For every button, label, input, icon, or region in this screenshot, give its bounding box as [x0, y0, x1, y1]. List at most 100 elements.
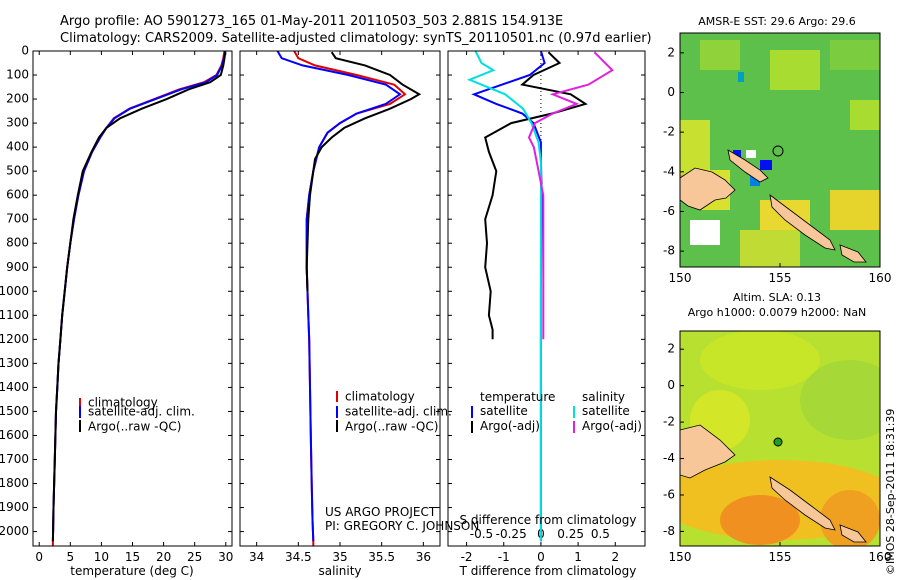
new-britain-land	[769, 476, 836, 531]
sst-missing	[690, 220, 720, 245]
temperature-legend: climatology satellite-adj. clim. Argo(..…	[79, 396, 195, 434]
series-line-s-argo-adj-	[527, 51, 614, 340]
map-x-tick-label: 155	[769, 550, 792, 564]
x-tick-label: 35	[332, 550, 347, 564]
y-tick-label: 900	[6, 260, 29, 274]
map-x-tick-label: 160	[869, 271, 892, 285]
map-y-tick-label: 0	[667, 85, 675, 99]
sla-warm-patch	[820, 490, 880, 546]
argo-position-marker	[772, 145, 784, 157]
sst-patch	[760, 160, 772, 170]
sst-patch	[850, 100, 880, 130]
sla-patch	[700, 331, 820, 390]
x-tick-label: 36	[416, 550, 431, 564]
sla-patch	[800, 360, 880, 440]
x-tick-label: 1	[574, 550, 582, 564]
sla-warm-patch	[720, 495, 800, 545]
x-tick-label: 5	[66, 550, 74, 564]
sst-patch	[700, 40, 740, 70]
series-line-s-satellite	[466, 51, 542, 542]
new-britain-land	[769, 194, 836, 251]
y-tick-label: 600	[6, 188, 29, 202]
sla-map-field	[680, 331, 880, 546]
new-guinea-land	[680, 424, 736, 479]
map-x-tick-label: 155	[769, 271, 792, 285]
sla-map-title1: Altim. SLA: 0.13	[733, 291, 821, 304]
salinity-panel: 34 34.5 35 35.5 36 salinity climatology sate…	[239, 50, 479, 578]
salinity-legend: climatology satellite-adj. clim. Argo(..…	[336, 390, 452, 434]
argo-position-marker	[773, 437, 783, 447]
legend-argo-label: Argo(..raw -QC)	[88, 420, 181, 434]
legend-sat-label: satellite-adj. clim.	[345, 405, 452, 419]
sst-map: AMSR-E SST: 29.6 Argo: 29.6	[663, 15, 891, 285]
sst-map-title: AMSR-E SST: 29.6 Argo: 29.6	[698, 15, 856, 28]
map-y-tick-label: -2	[663, 415, 675, 429]
x-tick-label: -1	[498, 550, 510, 564]
map-y-tick-label: -6	[663, 204, 675, 218]
legend-tsat-label: satellite	[480, 404, 528, 418]
s-tick-label: -0.25	[496, 527, 527, 541]
y-tick-label: 500	[6, 164, 29, 178]
x-tick-label: -2	[461, 550, 473, 564]
x-tick-label: 10	[94, 550, 109, 564]
difference-panel: -2 -1 0 1 2-0.5 -0.25 0 0.25 0.5 S difference fr…	[447, 50, 646, 578]
map-y-tick-label: 0	[667, 378, 675, 392]
x-tick-label: 34	[249, 550, 264, 564]
map-y-tick-label: -2	[663, 125, 675, 139]
series-line-t-argo-adj-	[484, 51, 588, 340]
temperature-xlabel: temperature (deg C)	[70, 564, 193, 578]
y-tick-label: 200	[6, 92, 29, 106]
header-line2: Climatology: CARS2009. Satellite-adjuste…	[60, 31, 652, 46]
series-group	[276, 51, 422, 546]
s-tick-label: 0.25	[557, 527, 584, 541]
map-y-tick-label: -8	[663, 524, 675, 538]
x-tick-label: 30	[218, 550, 233, 564]
sst-patch	[770, 50, 820, 90]
y-tick-label: 400	[6, 140, 29, 154]
y-tick-label: 1400	[0, 380, 29, 394]
pi-label: PI: GREGORY C. JOHNSON	[325, 519, 479, 533]
map-y-tick-label: 2	[667, 45, 675, 59]
series-line-satellite-adj-clim-	[276, 51, 402, 542]
temperature-frame	[32, 50, 233, 547]
new-ireland-land	[727, 149, 769, 183]
new-guinea-land	[680, 167, 736, 211]
x-tick-label: 35.5	[368, 550, 395, 564]
legend-targo-label: Argo(-adj)	[480, 419, 540, 433]
salinity-frame	[239, 50, 441, 547]
map-x-tick-label: 150	[669, 271, 692, 285]
difference-legend: temperature salinity satellite Argo(-adj…	[471, 390, 642, 433]
y-tick-label: 1600	[0, 428, 29, 442]
series-group	[51, 51, 227, 546]
y-tick-label: 1300	[0, 356, 29, 370]
y-tick-label: 300	[6, 116, 29, 130]
series-group	[466, 51, 614, 542]
x-tick-label: 25	[187, 550, 202, 564]
map-y-tick-label: -8	[663, 244, 675, 258]
bougainville-land	[839, 244, 867, 263]
y-tick-label: 1200	[0, 332, 29, 346]
difference-xlabel-top: S difference from climatology	[460, 513, 637, 527]
s-tick-label: -0.5	[470, 527, 493, 541]
difference-frame	[447, 50, 646, 547]
sla-map-title2: Argo h1000: 0.0079 h2000: NaN	[688, 306, 867, 319]
header-line1: Argo profile: AO 5901273_165 01-May-2011…	[60, 14, 563, 29]
map-y-tick-label: 2	[667, 342, 675, 356]
y-tick-label: 100	[6, 68, 29, 82]
s-tick-label: 0.5	[591, 527, 610, 541]
x-tick-label: 34.5	[285, 550, 312, 564]
sst-missing	[746, 150, 756, 158]
x-tick-label: 15	[125, 550, 140, 564]
map-y-tick-label: -4	[663, 164, 675, 178]
x-tick-label: 2	[611, 550, 619, 564]
y-tick-label: 1700	[0, 452, 29, 466]
y-tick-label: 700	[6, 212, 29, 226]
sst-patch	[830, 40, 880, 70]
bougainville-land	[839, 524, 867, 543]
legend-clim-label: climatology	[345, 390, 415, 404]
series-line-argo-raw-qc-	[51, 52, 227, 542]
sst-patch	[750, 176, 760, 186]
legend-header-salinity: salinity	[582, 390, 625, 404]
credit-label: ©IMOS 28-Sep-2011 18:31:39	[884, 409, 897, 575]
legend-ssat-label: satellite	[582, 404, 630, 418]
